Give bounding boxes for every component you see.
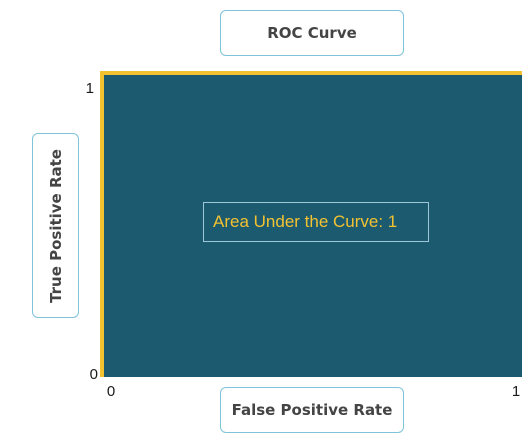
chart-title: ROC Curve [220, 10, 404, 56]
chart-title-text: ROC Curve [267, 24, 357, 42]
auc-annotation-text: Area Under the Curve: 1 [213, 212, 398, 231]
x-axis-label: False Positive Rate [220, 387, 404, 433]
y-tick-label-0: 0 [90, 366, 98, 383]
x-axis-label-text: False Positive Rate [231, 401, 393, 419]
y-axis-label: True Positive Rate [32, 133, 79, 318]
x-tick-label-0: 0 [107, 383, 115, 400]
roc-curve-line [100, 71, 522, 377]
x-tick-label-1: 1 [512, 383, 520, 400]
area-under-curve [102, 73, 522, 377]
auc-annotation: Area Under the Curve: 1 [203, 202, 429, 242]
y-tick-label-1: 1 [86, 80, 94, 97]
